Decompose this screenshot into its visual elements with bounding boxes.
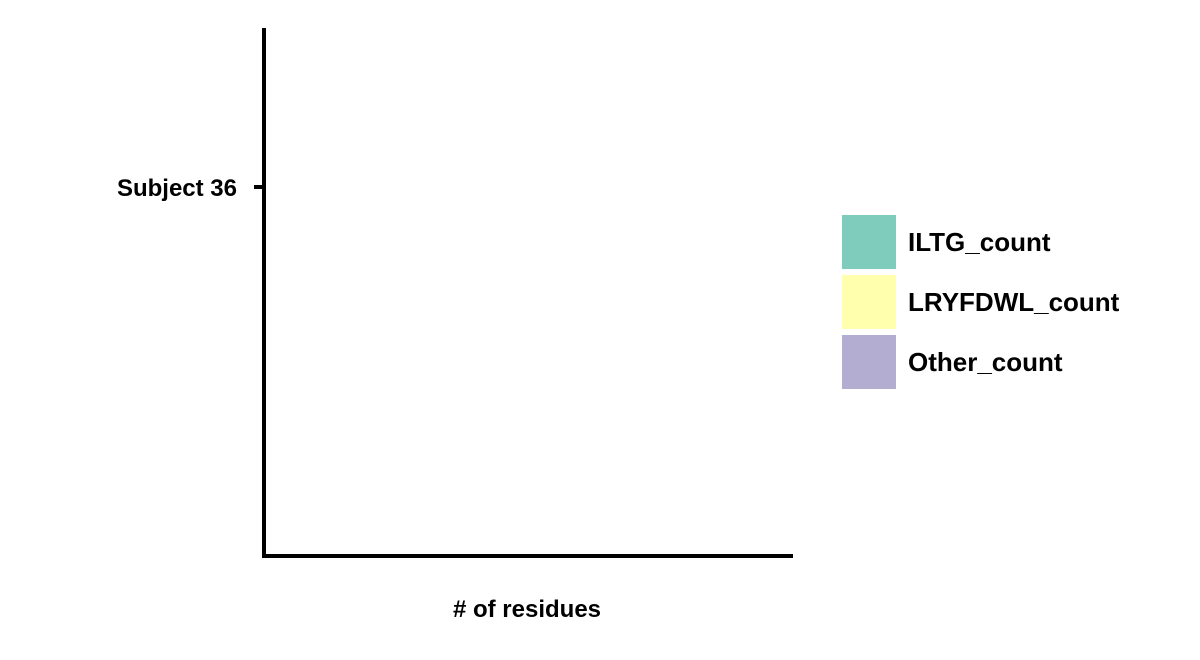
y-tick-label: Subject 36 — [117, 175, 237, 202]
y-axis-ticks: Subject 36 — [117, 175, 264, 202]
legend-label: LRYFDWL_count — [908, 287, 1120, 317]
legend-label: Other_count — [908, 347, 1063, 377]
legend: ILTG_count LRYFDWL_count Other_count — [842, 215, 1120, 389]
legend-label: ILTG_count — [908, 227, 1051, 257]
x-axis-title: # of residues — [453, 596, 601, 623]
legend-key-iltg-count — [842, 215, 896, 269]
legend-key-lryfdwl-count — [842, 275, 896, 329]
legend-key-other-count — [842, 335, 896, 389]
